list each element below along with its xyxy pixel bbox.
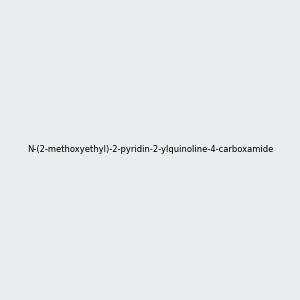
Text: N-(2-methoxyethyl)-2-pyridin-2-ylquinoline-4-carboxamide: N-(2-methoxyethyl)-2-pyridin-2-ylquinoli… bbox=[27, 146, 273, 154]
